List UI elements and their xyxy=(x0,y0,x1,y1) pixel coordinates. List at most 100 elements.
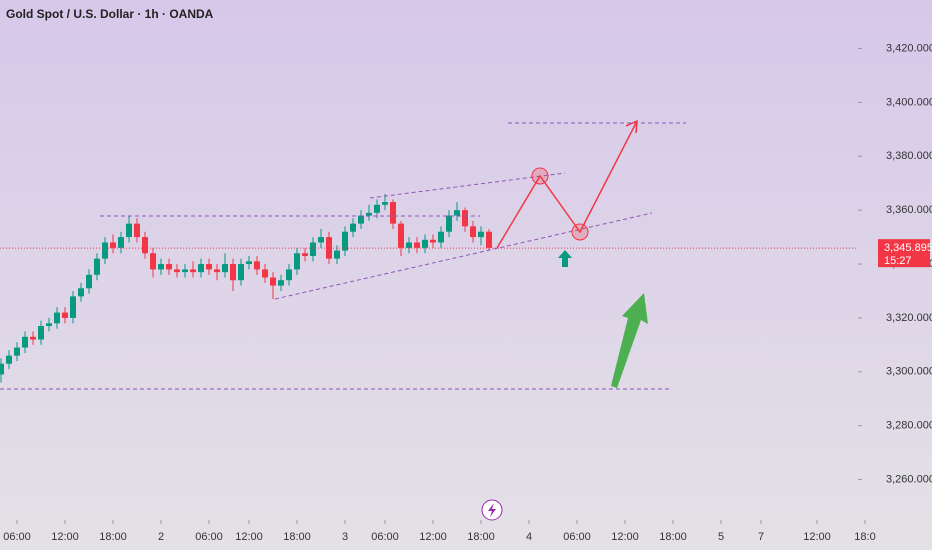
pivot-circle xyxy=(531,167,549,185)
projection-arrowhead xyxy=(625,119,638,134)
price-badge xyxy=(878,239,930,268)
candle-body xyxy=(230,264,236,281)
x-tick-label: 12:00 xyxy=(51,531,79,543)
x-tick-label: 18:00 xyxy=(467,531,495,543)
candle-body xyxy=(278,280,284,286)
candle-body xyxy=(358,215,364,224)
event-icon-bolt xyxy=(488,503,496,517)
y-tick-label: 3,380.000 xyxy=(886,150,932,162)
candle-body xyxy=(102,242,108,259)
x-tick-label: 18:00 xyxy=(283,531,311,543)
y-tick-label: 3,280.000 xyxy=(886,420,932,432)
big-up-arrow xyxy=(611,293,648,388)
candle-body xyxy=(430,239,436,243)
candle-body xyxy=(6,355,12,364)
candle-body xyxy=(222,264,228,273)
x-tick-label: 12:00 xyxy=(803,531,831,543)
candle-body xyxy=(270,277,276,286)
y-tick-label: 3,360.000 xyxy=(886,204,932,216)
x-tick-label: 7 xyxy=(758,531,764,543)
candle-body xyxy=(14,347,20,356)
candle-body xyxy=(62,312,68,318)
candle-body xyxy=(198,264,204,273)
candle-body xyxy=(262,269,268,278)
candle-body xyxy=(46,323,52,327)
candle-body xyxy=(126,223,132,238)
candle-body xyxy=(150,253,156,270)
x-tick-label: 5 xyxy=(718,531,724,543)
x-tick-label: 06:00 xyxy=(195,531,223,543)
candle-body xyxy=(446,215,452,232)
candle-body xyxy=(454,210,460,216)
x-tick-label: 12:00 xyxy=(611,531,639,543)
candle-body xyxy=(310,242,316,256)
candle-body xyxy=(54,312,60,324)
candle-body xyxy=(414,242,420,248)
candle-body xyxy=(190,269,196,273)
x-tick-label: 18:0 xyxy=(854,531,875,543)
y-tick-label: 3,260.000 xyxy=(886,473,932,485)
candle-body xyxy=(78,288,84,297)
candle-body xyxy=(94,258,100,275)
candle-body xyxy=(406,242,412,248)
candle-body xyxy=(214,269,220,273)
candle-body xyxy=(478,231,484,238)
trend-line xyxy=(274,212,653,300)
candle-body xyxy=(334,250,340,259)
candle-body xyxy=(286,269,292,281)
candle-body xyxy=(390,202,396,224)
annotations xyxy=(0,119,686,521)
up-marker xyxy=(558,250,572,267)
candle-body xyxy=(438,231,444,243)
candle-body xyxy=(342,231,348,251)
candle-body xyxy=(158,264,164,270)
candle-body xyxy=(86,274,92,289)
candle-body xyxy=(254,261,260,270)
candle-body xyxy=(166,264,172,270)
candle-body xyxy=(118,237,124,248)
x-tick-label: 4 xyxy=(526,531,532,543)
price-label: 3,345.895 xyxy=(884,242,932,254)
candle-body xyxy=(486,231,492,248)
candle-body xyxy=(294,253,300,270)
candle-body xyxy=(470,226,476,238)
candle-body xyxy=(206,264,212,270)
y-tick-label: 3,320.000 xyxy=(886,312,932,324)
candle-body xyxy=(182,269,188,273)
x-tick-label: 06:00 xyxy=(3,531,31,543)
candle-body xyxy=(318,237,324,243)
candle-body xyxy=(30,336,36,340)
x-tick-label: 06:00 xyxy=(563,531,591,543)
candle-body xyxy=(374,204,380,213)
candle-body xyxy=(174,269,180,273)
candle-body xyxy=(350,223,356,232)
candle-body xyxy=(326,237,332,259)
candle-body xyxy=(246,261,252,265)
x-tick-label: 18:00 xyxy=(99,531,127,543)
x-tick-label: 06:00 xyxy=(371,531,399,543)
candle-body xyxy=(142,237,148,254)
x-tick-label: 2 xyxy=(158,531,164,543)
countdown-label: 15:27 xyxy=(884,255,912,267)
y-tick-label: 3,400.000 xyxy=(886,96,932,108)
chart-title: Gold Spot / U.S. Dollar · 1h · OANDA xyxy=(6,7,214,21)
pivot-circle xyxy=(571,223,589,241)
x-tick-label: 18:00 xyxy=(659,531,687,543)
candle-body xyxy=(382,202,388,205)
candle-body xyxy=(22,336,28,348)
y-tick-label: 3,420.000 xyxy=(886,42,932,54)
candle-body xyxy=(110,242,116,248)
candle-body xyxy=(134,223,140,238)
candle-body xyxy=(70,296,76,318)
y-tick-label: 3,300.000 xyxy=(886,366,932,378)
candle-body xyxy=(38,326,44,340)
x-tick-label: 12:00 xyxy=(235,531,263,543)
candle-body xyxy=(462,210,468,227)
projection-path xyxy=(496,122,637,249)
candle-body xyxy=(398,223,404,248)
x-tick-label: 3 xyxy=(342,531,348,543)
candle-body xyxy=(0,363,4,375)
candle-body xyxy=(366,212,372,216)
